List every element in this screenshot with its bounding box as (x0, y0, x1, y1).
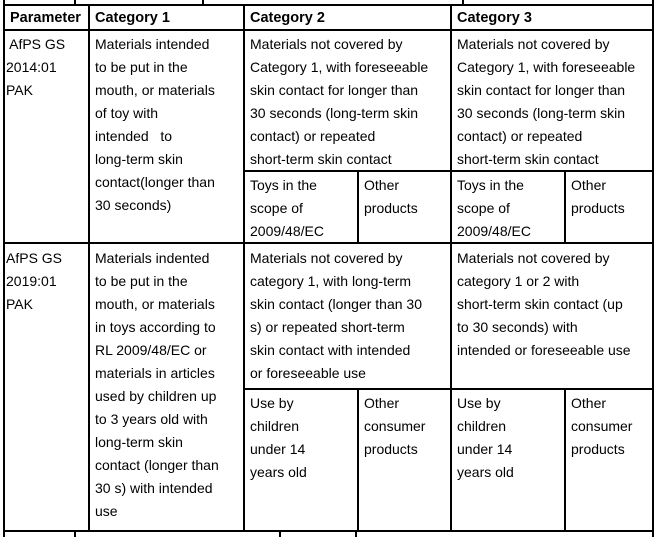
grid-line (243, 4, 245, 531)
grid-line (3, 4, 654, 6)
grid-line (243, 170, 654, 172)
row-2019-category3-other-consumer: Other consumer products (571, 395, 633, 457)
row-2014-category3-toys-scope: Toys in the scope of 2009/48/EC (457, 177, 531, 239)
row-2014-category2-toys-scope: Toys in the scope of 2009/48/EC (250, 177, 324, 239)
grid-line (564, 170, 566, 243)
grid-line (652, 4, 654, 531)
grid-line-tick (3, 532, 5, 537)
row-2019-category2-children: Use by children under 14 years old (250, 395, 307, 480)
grid-line (564, 388, 566, 531)
grid-line (450, 4, 452, 531)
grid-line-tick (462, 0, 464, 4)
header-category-3: Category 3 (457, 10, 532, 26)
grid-line (3, 4, 5, 531)
grid-line-tick (355, 532, 357, 537)
header-category-2: Category 2 (250, 10, 325, 26)
grid-line-tick (74, 532, 76, 537)
row-2019-category2-main: Materials not covered by category 1, wit… (250, 250, 422, 381)
grid-line (3, 29, 654, 31)
grid-line-tick (279, 532, 281, 537)
grid-line (357, 170, 359, 243)
grid-line (243, 388, 654, 390)
row-2014-category1: Materials intended to be put in the mout… (95, 36, 215, 213)
grid-line (357, 388, 359, 531)
grid-line (3, 242, 654, 244)
row-2019-parameter: AfPS GS 2019:01 PAK (6, 250, 63, 312)
row-2014-category3-other-products: Other products (571, 177, 625, 216)
row-2019-category3-main: Materials not covered by category 1 or 2… (457, 250, 631, 358)
row-2019-category1: Materials indented to be put in the mout… (95, 250, 219, 519)
row-2019-category2-other-consumer: Other consumer products (364, 395, 426, 457)
header-parameter: Parameter (10, 10, 81, 26)
row-2014-category2-main: Materials not covered by Category 1, wit… (250, 36, 429, 167)
grid-line-tick (202, 0, 204, 4)
row-2019-category3-children: Use by children under 14 years old (457, 395, 514, 480)
grid-line (3, 530, 654, 532)
row-2014-parameter: AfPS GS 2014:01 PAK (6, 36, 66, 98)
grid-line-tick (3, 0, 5, 4)
row-2014-category2-other-products: Other products (364, 177, 418, 216)
header-category-1: Category 1 (95, 10, 170, 26)
grid-line-tick (74, 0, 76, 4)
grid-line (88, 4, 90, 531)
row-2014-category3-main: Materials not covered by Category 1, wit… (457, 36, 636, 167)
grid-line-tick (652, 0, 654, 4)
grid-line-tick (652, 532, 654, 537)
